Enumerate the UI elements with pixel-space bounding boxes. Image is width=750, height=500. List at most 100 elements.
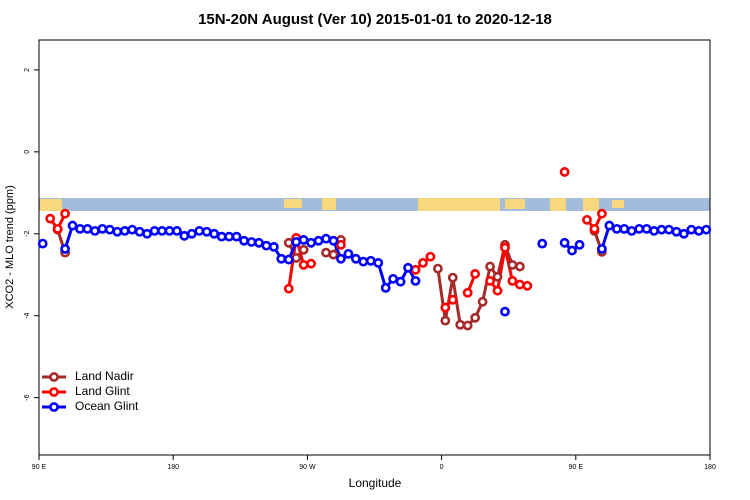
x-tick-label: 180	[704, 464, 716, 471]
data-point	[298, 260, 309, 270]
legend-label: Land Nadir	[75, 369, 134, 383]
data-point	[231, 231, 242, 242]
data-point	[179, 230, 190, 241]
data-point	[291, 237, 302, 247]
land-patch	[505, 199, 525, 209]
data-point	[90, 226, 100, 236]
data-point	[574, 239, 585, 250]
data-point	[97, 223, 108, 234]
data-point	[291, 253, 302, 263]
data-point	[582, 214, 592, 225]
data-point	[432, 263, 443, 274]
data-point	[172, 226, 182, 236]
data-point	[246, 237, 257, 247]
data-point	[649, 226, 659, 236]
data-point	[45, 213, 56, 224]
data-point	[522, 280, 533, 291]
data-point	[470, 312, 481, 323]
data-point	[261, 240, 272, 251]
land-patch	[550, 198, 566, 211]
data-point	[306, 258, 317, 269]
data-point	[671, 226, 682, 237]
data-point	[373, 257, 384, 268]
x-tick-label: 90 E	[32, 464, 47, 471]
land-patch	[40, 199, 62, 211]
y-tick-label: -4	[24, 312, 31, 318]
y-axis-label: XCO2 - MLO trend (ppm)	[4, 185, 16, 308]
data-point	[119, 226, 130, 236]
data-point	[388, 273, 399, 284]
data-point	[201, 226, 212, 237]
data-point	[477, 296, 488, 307]
data-point	[127, 224, 138, 235]
data-point	[328, 249, 339, 260]
plot-frame	[38, 39, 711, 456]
data-point	[60, 208, 70, 219]
y-tick-label: 2	[24, 68, 31, 72]
data-point	[462, 320, 473, 331]
data-point	[679, 228, 689, 239]
data-point	[492, 285, 503, 296]
data-point	[514, 261, 525, 272]
data-point	[507, 260, 518, 270]
data-point	[559, 237, 570, 248]
data-point	[328, 235, 339, 246]
data-point	[604, 220, 615, 231]
map-strip	[39, 198, 710, 211]
data-point	[664, 224, 674, 235]
data-point	[470, 269, 481, 279]
x-axis-label: Longitude	[349, 476, 402, 490]
data-point	[112, 226, 123, 237]
data-point	[418, 257, 428, 268]
data-point	[164, 226, 175, 236]
data-point	[194, 226, 205, 236]
data-point	[693, 226, 704, 236]
data-point	[336, 239, 346, 250]
x-tick-label: 0	[440, 464, 444, 471]
land-patch	[322, 198, 336, 210]
data-point	[104, 224, 115, 235]
data-point	[596, 244, 607, 254]
land-patch	[418, 198, 500, 211]
data-point	[492, 271, 503, 282]
data-point	[283, 283, 294, 294]
data-point	[37, 238, 48, 249]
data-point	[82, 223, 93, 234]
data-point	[283, 237, 294, 248]
x-tick-label: 90 E	[569, 464, 584, 471]
legend-label: Land Glint	[75, 384, 130, 398]
data-point	[410, 275, 421, 286]
data-point	[313, 235, 324, 246]
data-point	[507, 275, 518, 286]
data-point	[67, 220, 78, 231]
data-point	[365, 255, 376, 266]
data-point	[224, 231, 235, 242]
data-point	[619, 223, 630, 234]
data-point	[75, 223, 85, 234]
data-point	[440, 315, 451, 326]
data-point	[559, 167, 570, 177]
legend-label: Ocean Glint	[75, 399, 139, 413]
data-point	[514, 279, 525, 290]
series-line	[56, 229, 604, 328]
data-point	[686, 224, 697, 235]
y-tick-label: 0	[24, 150, 31, 154]
data-point	[209, 228, 220, 239]
data-point	[343, 248, 354, 259]
data-point	[656, 224, 667, 235]
data-point	[321, 247, 331, 258]
data-point	[350, 253, 361, 264]
x-tick-label: 90 W	[299, 464, 316, 471]
chart-title: 15N-20N August (Ver 10) 2015-01-01 to 20…	[198, 11, 552, 28]
legend-swatch-point	[49, 402, 59, 412]
data-point	[500, 242, 510, 253]
data-point	[626, 226, 637, 236]
data-point	[380, 282, 391, 293]
data-point	[358, 256, 369, 267]
data-point	[134, 226, 145, 237]
data-point	[157, 226, 167, 236]
data-point	[149, 226, 160, 236]
data-point	[462, 287, 473, 298]
